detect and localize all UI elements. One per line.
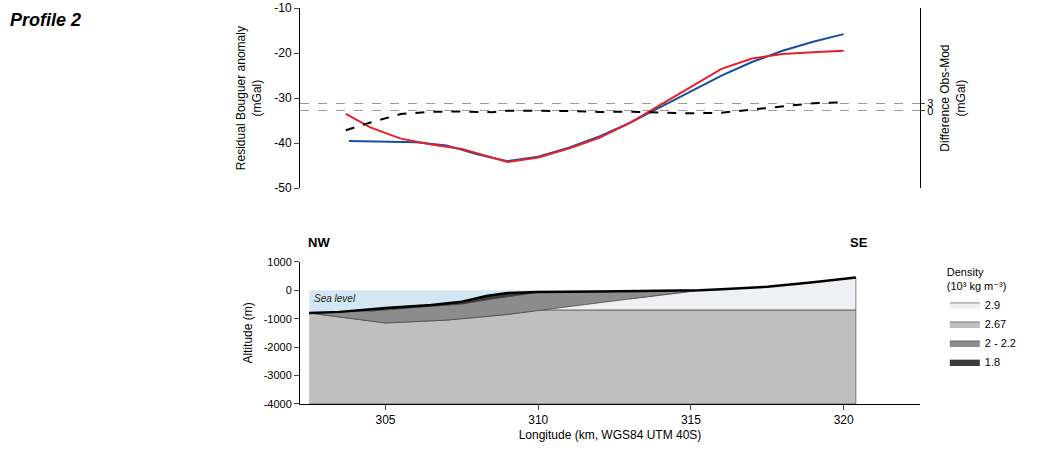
svg-text:Residual Bouguer anomaly(mGal): Residual Bouguer anomaly(mGal) [234,26,264,170]
svg-text:320: 320 [834,413,854,427]
svg-text:-10: -10 [274,1,292,15]
svg-text:1000: 1000 [267,256,291,268]
svg-text:1.8: 1.8 [985,356,1000,368]
svg-text:-40: -40 [274,136,292,150]
svg-text:-2000: -2000 [264,341,292,353]
svg-text:2 - 2.2: 2 - 2.2 [985,337,1016,349]
svg-text:0: 0 [286,284,292,296]
svg-text:Altitude (m): Altitude (m) [241,302,255,363]
svg-text:3: 3 [927,97,933,109]
svg-text:NW: NW [308,235,330,250]
svg-text:-20: -20 [274,46,292,60]
svg-text:2.67: 2.67 [985,318,1006,330]
svg-text:Profile 2: Profile 2 [10,10,81,30]
svg-text:Longitude (km, WGS84 UTM 40S): Longitude (km, WGS84 UTM 40S) [519,428,702,442]
svg-text:SE: SE [850,235,868,250]
svg-text:-1000: -1000 [264,313,292,325]
svg-text:-3000: -3000 [264,369,292,381]
svg-text:0: 0 [927,105,933,117]
svg-text:-50: -50 [274,181,292,195]
svg-text:310: 310 [528,413,548,427]
svg-text:Sea level: Sea level [314,293,356,304]
svg-text:2.9: 2.9 [985,299,1000,311]
svg-text:Difference Obs-Mod(mGal): Difference Obs-Mod(mGal) [938,45,968,152]
svg-text:Density(10³ kg m⁻³): Density(10³ kg m⁻³) [947,266,1007,292]
svg-text:305: 305 [376,413,396,427]
svg-text:-30: -30 [274,91,292,105]
svg-text:315: 315 [681,413,701,427]
svg-text:-4000: -4000 [264,398,292,410]
